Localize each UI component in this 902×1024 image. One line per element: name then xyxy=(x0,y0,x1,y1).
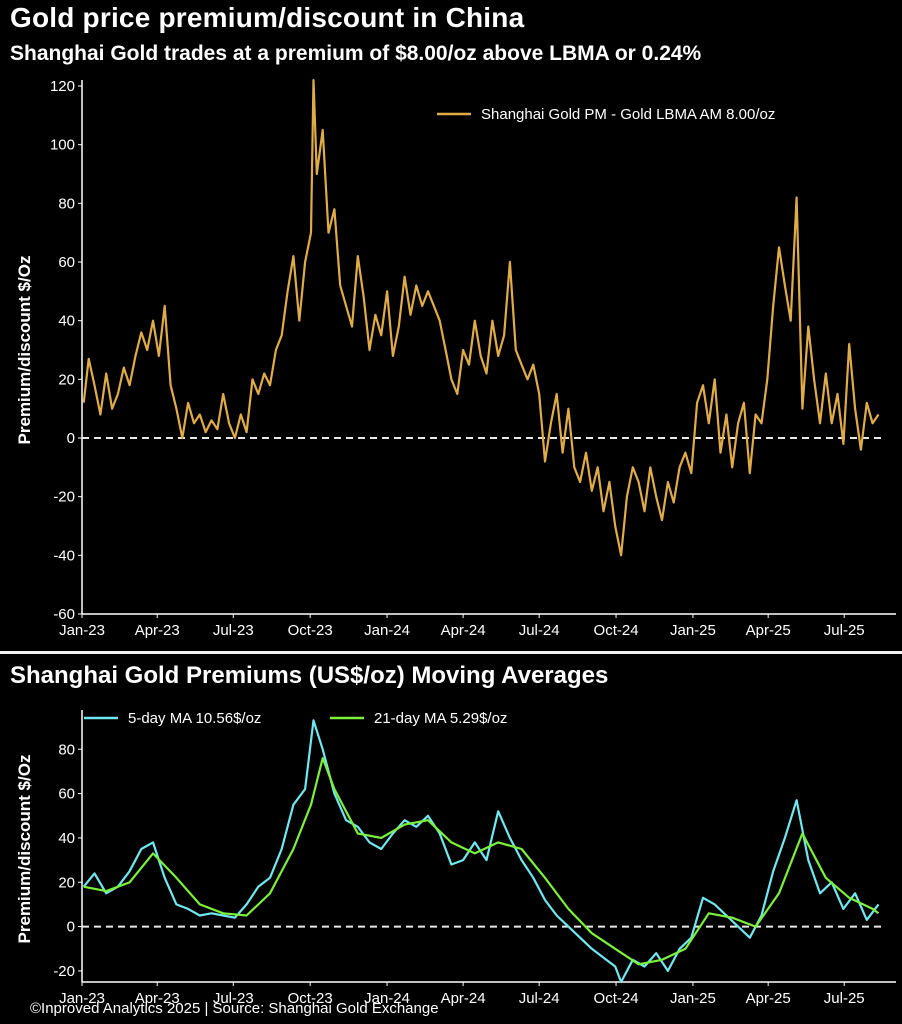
page-title: Gold price premium/discount in China xyxy=(10,2,525,33)
series-line-1 xyxy=(82,78,880,557)
page-subtitle: Shanghai Gold trades at a premium of $8.… xyxy=(10,42,702,65)
section-divider xyxy=(0,651,902,654)
y-tick-label: -40 xyxy=(53,547,75,564)
y-tick-label: -20 xyxy=(53,963,75,980)
y-tick-label: 120 xyxy=(50,78,75,95)
y-tick-label: 60 xyxy=(58,786,75,803)
x-tick-label: Jul-24 xyxy=(519,622,560,639)
y-tick-label: 40 xyxy=(58,313,75,330)
x-tick-label: Jan-25 xyxy=(670,990,716,1007)
x-tick-label: Apr-23 xyxy=(135,990,180,1007)
y-tick-label: 20 xyxy=(58,874,75,891)
series-line-2 xyxy=(83,756,880,966)
y-axis-label: Premium/discount $/Oz xyxy=(15,755,34,944)
x-tick-label: Jan-23 xyxy=(59,990,105,1007)
x-tick-label: Apr-25 xyxy=(746,990,791,1007)
y-tick-label: -60 xyxy=(53,606,75,623)
x-tick-label: Apr-25 xyxy=(746,622,791,639)
x-tick-label: Oct-24 xyxy=(594,622,639,639)
y-tick-label: 20 xyxy=(58,371,75,388)
x-tick-label: Jan-25 xyxy=(670,622,716,639)
y-tick-label: -20 xyxy=(53,489,75,506)
x-tick-label: Jan-24 xyxy=(364,622,410,639)
source-footer: ©Inproved Analytics 2025 | Source: Shang… xyxy=(30,1000,439,1017)
y-tick-label: 40 xyxy=(58,830,75,847)
legend-label-1: 5-day MA 10.56$/oz xyxy=(128,710,261,727)
x-tick-label: Jul-25 xyxy=(824,622,865,639)
premium-chart: -60 -40 -20 0 20 40 60 80 100 120 Jan-23 Apr-23 Jul-… xyxy=(15,78,896,639)
x-tick-label: Jul-25 xyxy=(824,990,865,1007)
legend-label-2: 21-day MA 5.29$/oz xyxy=(374,710,507,727)
x-tick-label: Apr-24 xyxy=(441,990,486,1007)
x-tick-label: Apr-23 xyxy=(135,622,180,639)
legend-label-1: Shanghai Gold PM - Gold LBMA AM 8.00/oz xyxy=(481,106,775,123)
lower-chart-title: Shanghai Gold Premiums (US$/oz) Moving A… xyxy=(10,662,609,689)
x-tick-label: Oct-23 xyxy=(288,622,333,639)
x-tick-label: Oct-24 xyxy=(594,990,639,1007)
x-tick-label: Oct-23 xyxy=(288,990,333,1007)
y-axis-label: Premium/discount $/Oz xyxy=(15,256,34,445)
y-tick-label: 80 xyxy=(58,195,75,212)
y-tick-label: 60 xyxy=(58,254,75,271)
y-tick-label: 100 xyxy=(50,137,75,154)
y-tick-label: 80 xyxy=(58,741,75,758)
x-tick-label: Apr-24 xyxy=(441,622,486,639)
x-tick-label: Jul-23 xyxy=(213,990,254,1007)
x-tick-label: Jan-23 xyxy=(59,622,105,639)
x-tick-label: Jan-24 xyxy=(364,990,410,1007)
y-tick-label: 0 xyxy=(67,430,75,447)
y-tick-label: 0 xyxy=(67,919,75,936)
x-tick-label: Jul-23 xyxy=(213,622,254,639)
x-tick-label: Jul-24 xyxy=(519,990,560,1007)
